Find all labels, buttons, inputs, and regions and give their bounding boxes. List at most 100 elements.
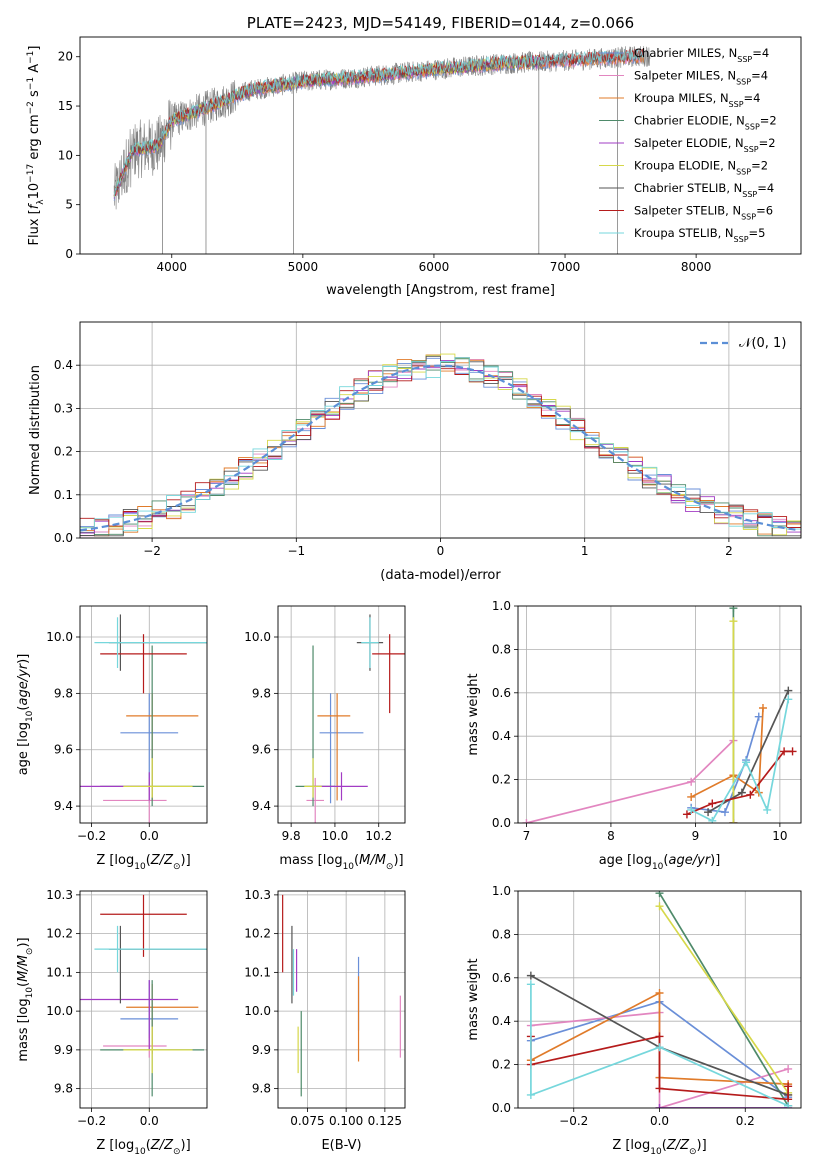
weight-vs-age-xlabel: age [log10(age/yr)] [599,853,721,872]
x-tick-label: 0 [437,544,445,558]
age_vs_mass-axes: 9.8 10.0 10.2 9.4 9.6 9.8 10.0 [244,606,405,843]
y-tick-label: 0.4 [54,358,73,372]
marker-kroupa_stelib [784,695,793,704]
model-line-kroupa_stelib [113,48,644,197]
histogram-kroupa_stelib [80,357,801,536]
mass-vs-Z-xlabel: Z [log10(Z/Z⊙)] [96,1138,190,1157]
y-tick-label: 10.0 [46,1004,73,1018]
y-tick-label: 0.6 [492,686,511,700]
residuals-axes: −2 −1 0 1 2 0.0 0.1 0.2 0.3 0.4 [54,322,801,558]
marker-kroupa_stelib [742,758,751,767]
y-tick-label: 9.9 [54,1043,73,1057]
x-tick-label: 5000 [288,260,319,274]
age_vs_mass-errorbars [295,614,405,823]
age-vs-Z-xlabel: Z [log10(Z/Z⊙)] [96,853,190,872]
series-kroupa_stelib [690,699,790,822]
y-tick-label: 1.0 [492,884,511,898]
marker-chabrier_elodie [729,606,738,613]
y-tick-label: 0.0 [54,531,73,545]
legend-label: Salpeter ELODIE, NSSP=2 [634,136,776,154]
age-vs-Z-ylabel: age [log10(age/yr)] [16,654,35,776]
y-tick-label: 10.0 [244,1004,271,1018]
legend-label: 𝒩(0, 1) [739,336,786,351]
y-tick-label: 10.1 [46,965,73,979]
spectrum-frame [79,36,802,255]
y-tick-label: 0 [65,247,73,261]
y-tick-label: 10.3 [244,888,271,902]
y-tick-label: 5 [65,198,73,212]
marker-kroupa_elodie [729,819,738,823]
spectrum-lines [113,46,651,254]
x-tick-label: 4000 [156,260,187,274]
x-tick-label: 8000 [681,260,712,274]
x-tick-label: 2 [725,544,733,558]
weight-vs-Z-xlabel: Z [log10(Z/Z⊙)] [612,1138,706,1157]
spectrum-xlabel: wavelength [Angstrom, rest frame] [326,283,555,298]
mass_vs_ebv-axes: 0.075 0.100 0.125 9.8 9.9 10.0 10.1 10.2 10.3 [244,888,405,1128]
age_vs_Z-frame [79,605,208,824]
marker-salpeter_stelib [682,810,691,819]
x-tick-label: 0.0 [140,829,159,843]
spectrum-ylabel: Flux [fλ10−17 erg cm−2 s−1 A−1] [26,46,46,246]
series-salpeter_miles [526,739,734,823]
mass_vs_ebv-errorbars [282,894,401,1097]
y-tick-label: 1.0 [492,599,511,613]
y-tick-label: 9.6 [252,743,271,757]
y-tick-label: 0.2 [54,445,73,459]
y-tick-label: 9.8 [252,686,271,700]
y-tick-label: 15 [58,99,73,113]
x-tick-label: −0.2 [77,1114,106,1128]
model-line-salpeter_elodie [113,55,540,199]
x-tick-label: 10 [772,829,787,843]
marker-kroupa_stelib [763,805,772,814]
model-line-salpeter_stelib [113,48,645,197]
x-tick-label: 9.8 [282,829,301,843]
marker-kroupa_elodie [729,617,738,626]
marker-kroupa_miles [687,792,696,801]
x-tick-label: 7000 [550,260,581,274]
mass_vs_Z-errorbars [80,894,207,1097]
y-tick-label: 10.0 [46,630,73,644]
spectrum-title: PLATE=2423, MJD=54149, FIBERID=0144, z=0… [247,14,634,32]
weight-vs-Z-ylabel: mass weight [466,958,481,1040]
residuals-xlabel: (data-model)/error [380,568,501,583]
x-tick-label: 7 [523,829,531,843]
legend-label: Kroupa MILES, NSSP=4 [634,91,760,109]
marker-salpeter_stelib [780,747,789,756]
y-tick-label: 0.8 [492,642,511,656]
weight_vs_Z-frame [517,890,802,1109]
marker-salpeter_miles [687,777,696,786]
legend-label: Salpeter STELIB, NSSP=6 [634,204,773,222]
mass-vs-Z-ylabel: mass [log10(M/M⊙)] [16,937,35,1061]
x-tick-label: 0.0 [140,1114,159,1128]
marker-salpeter_miles [522,819,531,823]
legend-label: Chabrier MILES, NSSP=4 [634,46,769,64]
weight_vs_age-lines [522,606,797,823]
marker-kroupa_stelib [655,1043,664,1052]
mass_vs_Z-axes: −0.2 0.0 9.8 9.9 10.0 10.1 10.2 10.3 [46,888,207,1128]
series-kroupa_miles [690,707,764,798]
y-tick-label: 10.0 [244,630,271,644]
residuals-ylabel: Normed distribution [28,365,43,495]
marker-salpeter_stelib [784,1082,793,1091]
marker-salpeter_stelib [708,799,717,808]
x-tick-label: −2 [143,544,161,558]
marker-kroupa_stelib [687,805,696,814]
x-tick-label: 0.0 [650,1114,669,1128]
y-tick-label: 0.3 [54,401,73,415]
y-tick-label: 20 [58,50,73,64]
x-tick-label: 9 [692,829,700,843]
y-tick-label: 0.6 [492,971,511,985]
marker-salpeter_miles [784,1064,793,1073]
legend-label: Kroupa ELODIE, NSSP=2 [634,159,768,177]
x-tick-label: 0.2 [736,1114,755,1128]
weight_vs_Z-lines [526,891,793,1108]
x-tick-label: 1 [581,544,589,558]
weight_vs_age-axes: 7 8 9 10 0.0 0.2 0.4 0.6 0.8 1.0 [492,599,801,843]
x-tick-label: 10.0 [322,829,349,843]
marker-chabrier_stelib [704,808,713,817]
marker-chabrier_miles [754,712,763,721]
marker-kroupa_stelib [526,1090,535,1099]
y-tick-label: 0.4 [492,729,511,743]
